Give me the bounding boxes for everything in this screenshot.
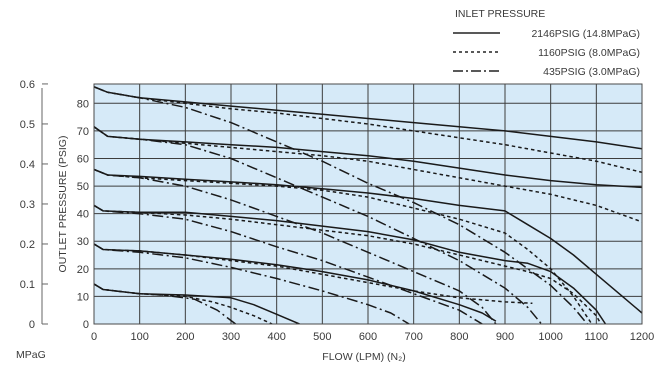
secondary-tick-label: 0.6	[20, 79, 35, 91]
series-line-dash-dot	[94, 204, 483, 324]
x-axis-title: FLOW (LPM) (N₂)	[322, 351, 405, 363]
legend-label-1160: 1160PSIG (8.0MPaG)	[538, 47, 640, 59]
secondary-tick-label: 0.4	[20, 159, 35, 171]
x-tick-label: 200	[176, 331, 194, 343]
legend: INLET PRESSURE 2146PSIG (14.8MPaG) 1160P…	[453, 8, 640, 78]
series-line-dotted	[94, 168, 593, 324]
x-tick-label: 900	[496, 331, 514, 343]
y-tick-label: 0	[83, 319, 89, 331]
x-tick-label: 800	[450, 331, 468, 343]
x-tick-label: 600	[359, 331, 377, 343]
x-tick-label: 300	[222, 331, 240, 343]
x-tick-label: 1000	[538, 331, 562, 343]
y-tick-label: 20	[77, 264, 89, 276]
secondary-tick-label: 0	[29, 319, 35, 331]
series-line-solid	[94, 283, 300, 324]
series-line-dotted	[94, 283, 273, 324]
y-tick-label: 40	[77, 209, 89, 221]
secondary-axis-unit: MPaG	[16, 349, 46, 361]
series-line-solid	[94, 168, 642, 314]
y-tick-label: 50	[77, 181, 89, 193]
axes: 0 100 200 300 400 500 600 700 800 900 1000 1100 1200…	[77, 98, 654, 343]
series-group	[94, 86, 642, 324]
secondary-tick-label: 0.1	[20, 279, 35, 291]
y-axis-title: OUTLET PRESSURE (PSIG)	[57, 136, 69, 273]
legend-label-435: 435PSIG (3.0MPaG)	[543, 66, 640, 78]
x-tick-label: 1200	[630, 331, 654, 343]
y-tick-label: 80	[77, 98, 89, 110]
secondary-axis: 0 0.1 0.2 0.3 0.4 0.5 0.6	[20, 79, 48, 331]
legend-label-2146: 2146PSIG (14.8MPaG)	[531, 28, 640, 40]
secondary-tick-label: 0.3	[20, 199, 35, 211]
x-tick-label: 100	[130, 331, 148, 343]
x-tick-label: 500	[313, 331, 331, 343]
series-line-dash-dot	[94, 126, 543, 324]
series-line-dash-dot	[94, 168, 497, 324]
secondary-tick-label: 0.2	[20, 239, 35, 251]
grid	[94, 84, 642, 324]
y-tick-label: 70	[77, 126, 89, 138]
series-line-dash-dot	[94, 243, 410, 324]
series-line-dash-dot	[94, 86, 588, 324]
y-tick-label: 60	[77, 153, 89, 165]
y-tick-label: 30	[77, 236, 89, 248]
x-tick-label: 1100	[585, 331, 609, 343]
x-tick-label: 400	[267, 331, 285, 343]
series-line-dotted	[94, 126, 642, 223]
y-tick-label: 10	[77, 291, 89, 303]
plot-frame	[93, 83, 643, 325]
series-line-dash-dot	[94, 283, 237, 324]
x-tick-label: 700	[404, 331, 422, 343]
series-line-dotted	[94, 243, 533, 305]
series-line-solid	[94, 204, 607, 324]
x-tick-label: 0	[91, 331, 97, 343]
secondary-tick-label: 0.5	[20, 119, 35, 131]
legend-title: INLET PRESSURE	[455, 8, 545, 20]
series-line-dotted	[94, 204, 602, 324]
